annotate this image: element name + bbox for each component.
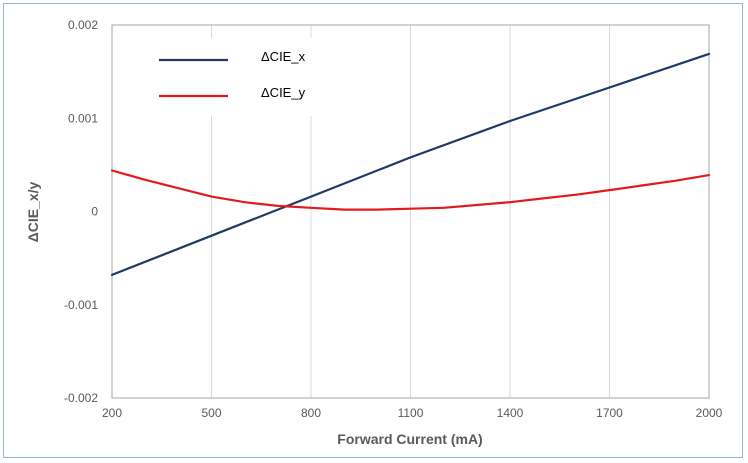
x-axis-title: Forward Current (mA) [337,431,482,447]
y-tick-label: -0.001 [64,298,98,312]
series-line-2 [110,169,711,211]
series-line-1 [110,52,711,276]
x-tick-label: 1400 [497,406,524,420]
x-tick-label: 2000 [696,406,723,420]
x-tick-label: 1700 [596,406,623,420]
chart-frame [3,3,743,458]
y-tick-label: 0.002 [68,18,98,32]
legend-label: ΔCIE_y [261,85,306,100]
y-tick-label: 0 [91,205,98,219]
series-layer [110,52,711,276]
y-axis-title: ΔCIE_x/y [25,181,41,242]
legend: ΔCIE_x ΔCIE_y [137,38,322,116]
x-tick-label: 800 [301,406,321,420]
plot-area-border [111,24,710,399]
x-tick-label: 500 [201,406,221,420]
y-axis-ticks: -0.002 -0.001 0 0.001 0.002 [64,18,98,405]
y-tick-label: -0.002 [64,391,98,405]
legend-label: ΔCIE_x [261,49,306,64]
x-tick-label: 200 [102,406,122,420]
y-tick-label: 0.001 [68,111,98,125]
x-tick-label: 1100 [398,406,424,420]
legend-background [137,38,322,116]
x-axis-ticks: 200 500 800 1100 1400 1700 2000 [102,406,723,420]
